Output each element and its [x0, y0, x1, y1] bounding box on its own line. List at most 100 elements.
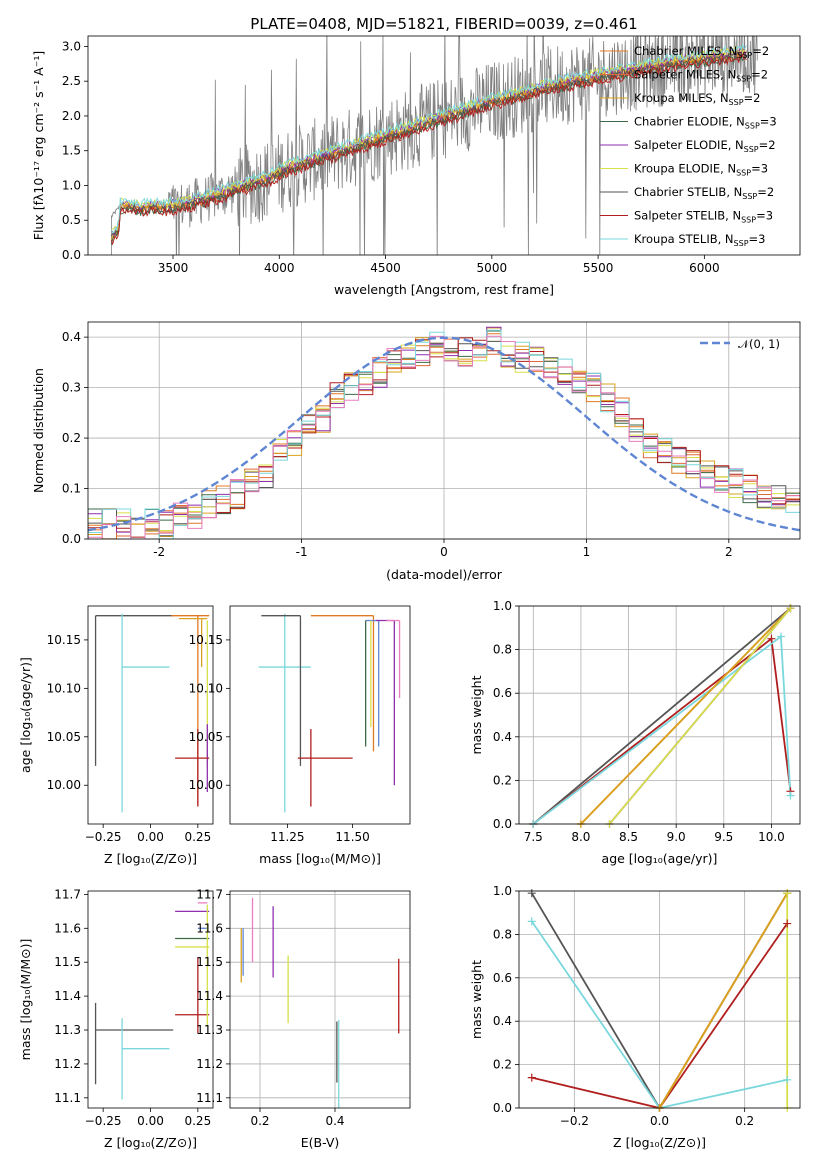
- y-tick-label: 11.1: [196, 1091, 223, 1105]
- plot-area: [531, 892, 789, 1108]
- weight-marker: [527, 917, 536, 926]
- legend-subscript: SSP: [745, 122, 760, 131]
- legend-label: Chabrier ELODIE, NSSP=3: [634, 115, 777, 131]
- legend-subscript: SSP: [741, 216, 756, 225]
- axes-frame: [229, 890, 411, 1109]
- y-tick-label: 0.1: [62, 482, 81, 496]
- y-tick-label: 11.6: [54, 921, 81, 935]
- mass-vs-metallicity-chart: −0.25 0.00 0.25 11.1 11.2 11.3 11.4 11.5 11.6 11.…: [18, 887, 214, 1150]
- legend-suffix: =2: [744, 91, 761, 105]
- y-tick-label: 2.0: [62, 109, 81, 123]
- x-tick-label: 3500: [158, 261, 189, 275]
- y-tick-label: 1.0: [62, 178, 81, 192]
- weight-marker: [783, 919, 792, 928]
- x-axis-label: Z [log₁₀(Z/Z⊙)]: [613, 1135, 706, 1150]
- weight-line-5: [580, 607, 792, 824]
- x-tick-label: 0.25: [184, 1114, 211, 1128]
- x-tick-label: 10.0: [758, 830, 785, 844]
- y-tick-label: 11.2: [54, 1057, 81, 1071]
- plot-area: [94, 613, 210, 813]
- y-tick-label: 0.4: [62, 330, 81, 344]
- y-tick-label: 0.6: [493, 971, 512, 985]
- y-tick-label: 11.5: [196, 955, 223, 969]
- x-tick-label: 5500: [583, 261, 614, 275]
- x-tick-label: 7.5: [524, 830, 543, 844]
- weight-line-3: [532, 634, 792, 824]
- weight-line-2: [531, 920, 788, 1108]
- legend-suffix: =3: [749, 232, 766, 246]
- legend-suffix: =2: [757, 185, 774, 199]
- axes-frame: [87, 321, 801, 540]
- weight-marker: [783, 889, 792, 898]
- x-tick-label: 0.2: [735, 1114, 754, 1128]
- spectrum-chart: 3500 4000 4500 5000 5500 6000 0.0 0.5 1.0 1.5 2.0 2…: [31, 15, 801, 297]
- weight-marker: [527, 1073, 536, 1082]
- plot-area: [110, 36, 758, 255]
- y-tick-label: 11.3: [54, 1023, 81, 1037]
- legend-subscript: SSP: [744, 145, 759, 154]
- plot-area: [258, 613, 401, 813]
- y-tick-label: 10.10: [189, 681, 223, 695]
- legend-suffix: =2: [751, 68, 768, 82]
- axes-frame: [87, 890, 214, 1109]
- y-tick-label: 0.0: [62, 248, 81, 262]
- legend-subscript: SSP: [734, 239, 749, 248]
- y-tick-label: 11.7: [196, 887, 223, 901]
- legend-subscript: SSP: [736, 75, 751, 84]
- legend-label: Salpeter MILES, NSSP=2: [634, 68, 768, 84]
- y-axis-label: age [log₁₀(age/yr)]: [18, 657, 33, 773]
- model-line-6: [111, 46, 747, 233]
- weight-marker: [527, 889, 536, 898]
- age-vs-metallicity-chart: −0.25 0.00 0.25 10.00 10.05 10.10 10.15 Z [log₁…: [18, 605, 214, 866]
- x-axis-label: age [log₁₀(age/yr)]: [602, 851, 718, 866]
- weight-vs-metallicity-chart: −0.2 0.0 0.2 0.0 0.2 0.4 0.6 0.8 1.0 Z [log₁₀(Z/Z…: [469, 884, 801, 1150]
- x-tick-label: -2: [153, 545, 165, 559]
- y-tick-label: 0.2: [493, 1058, 512, 1072]
- residuals-chart: -2 -1 0 1 2 0.0 0.1 0.2 0.3 0.4 (data-model)/error…: [31, 321, 801, 582]
- x-tick-label: 11.50: [335, 830, 369, 844]
- x-tick-label: 8.5: [619, 830, 638, 844]
- y-tick-label: 11.3: [196, 1023, 223, 1037]
- x-tick-label: 0: [440, 545, 448, 559]
- x-tick-label: -1: [296, 545, 308, 559]
- legend-suffix: =3: [751, 162, 768, 176]
- weight-marker: [786, 791, 795, 800]
- weight-line-2: [532, 637, 792, 824]
- y-tick-label: 1.5: [62, 144, 81, 158]
- legend-label: Chabrier MILES, NSSP=2: [634, 44, 769, 60]
- legend-label: Salpeter ELODIE, NSSP=2: [634, 138, 776, 154]
- x-tick-label: 8.0: [571, 830, 590, 844]
- x-tick-label: −0.2: [560, 1114, 589, 1128]
- age-vs-mass-chart: 11.25 11.50 10.00 10.05 10.10 10.15 mass [log₁…: [189, 605, 411, 866]
- legend-subscript: SSP: [742, 192, 757, 201]
- legend-label: Salpeter STELIB, NSSP=3: [634, 209, 773, 225]
- x-tick-label: 4000: [264, 261, 295, 275]
- x-axis-label: (data-model)/error: [386, 567, 503, 582]
- weight-marker: [786, 604, 795, 613]
- plot-area: [94, 902, 210, 1100]
- y-tick-label: 0.8: [493, 927, 512, 941]
- weight-line-3: [531, 922, 788, 1108]
- axes-frame: [518, 890, 801, 1109]
- x-tick-label: 0.25: [184, 830, 211, 844]
- axes-frame: [87, 35, 801, 256]
- chart-title: PLATE=0408, MJD=51821, FIBERID=0039, z=0…: [250, 15, 637, 33]
- y-tick-label: 11.4: [196, 989, 223, 1003]
- y-tick-label: 2.5: [62, 74, 81, 88]
- legend-suffix: =3: [756, 209, 773, 223]
- x-axis-label: wavelength [Angstrom, rest frame]: [334, 282, 554, 297]
- x-tick-label: 11.25: [270, 830, 304, 844]
- legend-label: Kroupa MILES, NSSP=2: [634, 91, 760, 107]
- x-tick-label: 0.2: [250, 1114, 269, 1128]
- y-axis-label: mass weight: [469, 960, 484, 1039]
- legend-label: Chabrier STELIB, NSSP=2: [634, 185, 774, 201]
- x-axis-label: Z [log₁₀(Z/Z⊙)]: [104, 851, 197, 866]
- y-tick-label: 11.4: [54, 989, 81, 1003]
- observed-spectrum-line: [110, 36, 758, 255]
- y-tick-label: 11.1: [54, 1091, 81, 1105]
- legend-subscript: SSP: [736, 169, 751, 178]
- x-tick-label: 0.0: [650, 1114, 669, 1128]
- weight-marker: [767, 634, 776, 643]
- x-axis-label: mass [log₁₀(M/M⊙)]: [259, 851, 381, 866]
